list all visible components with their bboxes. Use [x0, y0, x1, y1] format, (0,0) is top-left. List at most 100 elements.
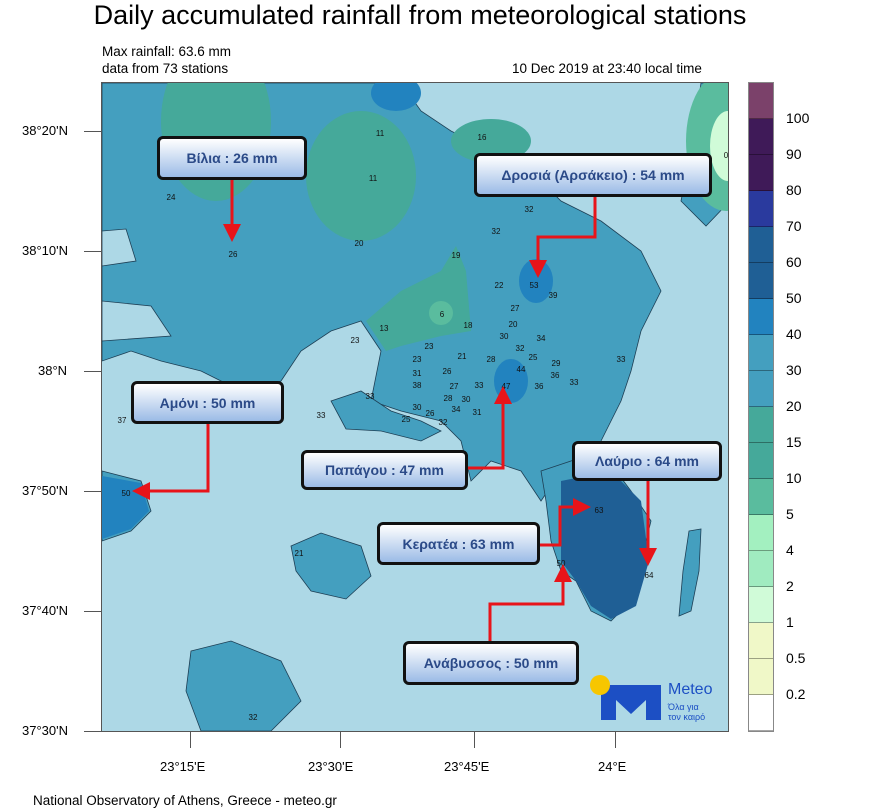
- colorbar-label: 90: [786, 146, 802, 162]
- colorbar-label: 4: [786, 542, 794, 558]
- station-value: 33: [316, 411, 326, 420]
- meteo-logo: Meteo Όλα για τον καιρό: [588, 672, 728, 724]
- station-value: 37: [117, 416, 127, 425]
- station-value: 23: [412, 355, 422, 364]
- station-value: 19: [451, 251, 461, 260]
- lon-tick-label: 23°15'E: [160, 759, 206, 774]
- tick-mark: [340, 732, 341, 748]
- station-value: 13: [379, 324, 389, 333]
- lon-tick-label: 23°30'E: [308, 759, 354, 774]
- station-value: 44: [516, 365, 526, 374]
- colorbar-swatch: [749, 515, 773, 551]
- station-value: 20: [354, 239, 364, 248]
- station-value: 36: [550, 371, 560, 380]
- station-value: 30: [499, 332, 509, 341]
- station-value: 32: [524, 205, 534, 214]
- colorbar-label: 10: [786, 470, 802, 486]
- station-value: 50: [556, 559, 566, 568]
- colorbar-label: 80: [786, 182, 802, 198]
- footer-credit: National Observatory of Athens, Greece -…: [33, 793, 337, 808]
- station-value: 26: [425, 409, 435, 418]
- colorbar-label: 0.5: [786, 650, 806, 666]
- station-value: 16: [477, 133, 487, 142]
- lat-tick-label: 38°20'N: [22, 123, 68, 138]
- station-value: 29: [551, 359, 561, 368]
- colorbar-swatch: [749, 191, 773, 227]
- station-value: 53: [529, 281, 539, 290]
- tick-mark: [84, 131, 101, 132]
- colorbar-swatch: [749, 83, 773, 119]
- lon-tick-label: 24°E: [598, 759, 627, 774]
- tick-mark: [84, 251, 101, 252]
- station-value: 33: [616, 355, 626, 364]
- station-value: 20: [508, 320, 518, 329]
- callout-anavyssos: Ανάβυσσος : 50 mm: [403, 641, 579, 685]
- station-value: 21: [457, 352, 467, 361]
- lat-tick-label: 38°N: [38, 363, 68, 378]
- station-value: 24: [166, 193, 176, 202]
- callout-amoni: Αμόνι : 50 mm: [131, 381, 284, 424]
- station-value: 31: [472, 408, 482, 417]
- logo-tagline: Όλα για: [668, 702, 699, 712]
- station-value: 47: [501, 382, 511, 391]
- colorbar-swatch: [749, 479, 773, 515]
- tick-mark: [84, 731, 101, 732]
- station-value: 26: [442, 367, 452, 376]
- colorbar-label: 20: [786, 398, 802, 414]
- lat-tick-label: 37°40'N: [22, 603, 68, 618]
- station-value: 34: [451, 405, 461, 414]
- lat-tick-label: 38°10'N: [22, 243, 68, 258]
- station-value: 25: [401, 415, 411, 424]
- colorbar-label: 5: [786, 506, 794, 522]
- tick-mark: [84, 371, 101, 372]
- colorbar-swatch: [749, 695, 773, 731]
- callout-papagou: Παπάγου : 47 mm: [301, 450, 468, 490]
- station-value: 11: [375, 129, 385, 138]
- station-value: 30: [412, 403, 422, 412]
- colorbar-swatch: [749, 371, 773, 407]
- logo-brand: Meteo: [668, 681, 713, 698]
- station-value: 26: [228, 250, 238, 259]
- station-value: 31: [412, 369, 422, 378]
- station-value: 6: [439, 310, 445, 319]
- colorbar-swatch: [749, 623, 773, 659]
- colorbar-label: 2: [786, 578, 794, 594]
- colorbar-label: 1: [786, 614, 794, 630]
- station-value: 21: [294, 549, 304, 558]
- station-value: 11: [368, 174, 378, 183]
- station-value: 18: [463, 321, 473, 330]
- lat-tick-label: 37°50'N: [22, 483, 68, 498]
- station-value: 33: [365, 392, 375, 401]
- colorbar-label: 40: [786, 326, 802, 342]
- colorbar-label: 30: [786, 362, 802, 378]
- colorbar-label: 15: [786, 434, 802, 450]
- colorbar-label: 100: [786, 110, 810, 126]
- station-value: 32: [491, 227, 501, 236]
- colorbar-label: 60: [786, 254, 802, 270]
- station-value: 0: [723, 151, 729, 160]
- station-value: 32: [515, 344, 525, 353]
- colorbar-swatch: [749, 227, 773, 263]
- colorbar-swatch: [749, 299, 773, 335]
- colorbar-swatch: [749, 119, 773, 155]
- tick-mark: [84, 611, 101, 612]
- max-rainfall-text: Max rainfall: 63.6 mm: [102, 44, 232, 59]
- station-value: 23: [350, 336, 360, 345]
- tick-mark: [190, 732, 191, 748]
- colorbar: [748, 82, 774, 732]
- colorbar-label: 50: [786, 290, 802, 306]
- colorbar-swatch: [749, 335, 773, 371]
- station-value: 22: [494, 281, 504, 290]
- station-value: 25: [528, 353, 538, 362]
- colorbar-swatch: [749, 443, 773, 479]
- stations-count-text: data from 73 stations: [102, 61, 229, 76]
- figure-title: Daily accumulated rainfall from meteorol…: [93, 0, 747, 30]
- station-value: 64: [644, 571, 654, 580]
- colorbar-swatch: [749, 263, 773, 299]
- colorbar-label: 70: [786, 218, 802, 234]
- tick-mark: [84, 491, 101, 492]
- colorbar-swatch: [749, 551, 773, 587]
- station-value: 32: [438, 418, 448, 427]
- colorbar-swatch: [749, 659, 773, 695]
